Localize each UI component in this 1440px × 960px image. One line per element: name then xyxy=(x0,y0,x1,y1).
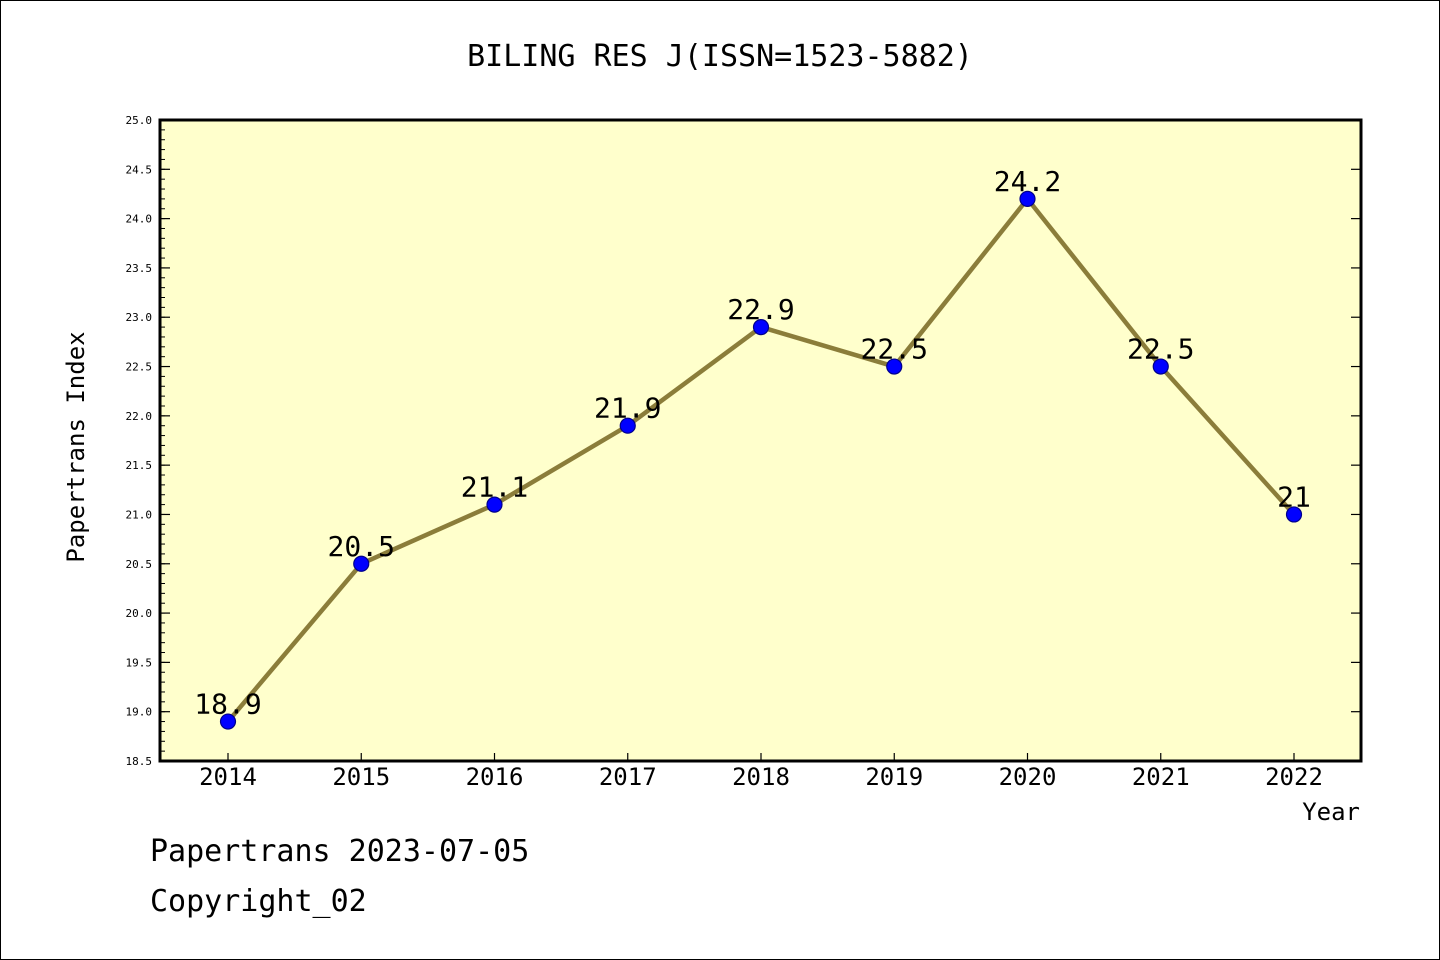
x-tick-label: 2022 xyxy=(1265,763,1323,791)
y-tick-label: 24.5 xyxy=(126,163,153,176)
footer-copyright: Copyright_02 xyxy=(150,884,367,919)
x-tick-label: 2014 xyxy=(199,763,257,791)
plot-border xyxy=(158,118,1363,763)
x-tick-label: 2021 xyxy=(1132,763,1190,791)
data-point-marker xyxy=(1152,358,1169,375)
y-tick-label: 21.5 xyxy=(126,459,153,472)
data-label: 18.9 xyxy=(194,688,261,721)
x-tick-label: 2017 xyxy=(599,763,657,791)
data-label: 22.5 xyxy=(861,333,928,366)
y-tick-label: 25.0 xyxy=(126,114,153,127)
x-axis-label: Year xyxy=(1302,798,1360,826)
data-markers xyxy=(219,190,1303,730)
footer-stamp: Papertrans 2023-07-05 xyxy=(150,834,530,869)
y-tick-label: 20.5 xyxy=(126,558,153,571)
data-point-marker xyxy=(1019,190,1036,207)
data-point-marker xyxy=(619,417,636,434)
y-tick-label: 19.0 xyxy=(126,706,153,719)
y-tick-label: 19.5 xyxy=(126,656,153,669)
x-tick-label: 2015 xyxy=(332,763,390,791)
x-axis-tick-labels: 2014 2015 2016 2017 2018 2019 2020 2021 2022 xyxy=(199,763,1323,791)
data-point-marker xyxy=(219,713,237,730)
x-tick-label: 2019 xyxy=(865,763,923,791)
y-tick-label: 21.0 xyxy=(126,508,153,521)
data-labels: 18.9 20.5 21.1 21.9 22.9 22.5 24.2 22.5 21 xyxy=(194,165,1311,721)
chart-title: BILING RES J(ISSN=1523-5882) xyxy=(467,39,973,74)
data-point-marker xyxy=(353,555,370,572)
x-tick-label: 2020 xyxy=(999,763,1057,791)
data-point-marker xyxy=(1285,506,1303,523)
y-tick-label: 23.5 xyxy=(126,262,153,275)
data-point-marker xyxy=(486,496,503,513)
x-tick-label: 2018 xyxy=(732,763,790,791)
data-label: 21 xyxy=(1277,480,1311,513)
y-axis-label: Papertrans Index xyxy=(62,331,90,562)
y-tick-label: 18.5 xyxy=(126,755,153,768)
data-point-marker xyxy=(886,358,903,375)
y-tick-label: 22.5 xyxy=(126,361,153,374)
data-point-marker xyxy=(752,318,770,336)
data-label: 22.5 xyxy=(1127,333,1194,366)
data-label: 22.9 xyxy=(727,293,794,326)
y-axis-tick-labels: 18.5 19.0 19.5 20.0 20.5 21.0 21.5 22.0 22.5 23.0… xyxy=(126,114,153,768)
data-label: 24.2 xyxy=(994,165,1061,198)
y-tick-label: 24.0 xyxy=(126,213,153,226)
data-label: 20.5 xyxy=(328,530,395,563)
y-tick-label: 22.0 xyxy=(126,410,153,423)
data-label: 21.1 xyxy=(461,471,528,504)
y-tick-label: 20.0 xyxy=(126,607,153,620)
x-tick-label: 2016 xyxy=(466,763,524,791)
plot-area xyxy=(160,120,1361,761)
data-label: 21.9 xyxy=(594,392,661,425)
y-tick-label: 23.0 xyxy=(126,311,153,324)
